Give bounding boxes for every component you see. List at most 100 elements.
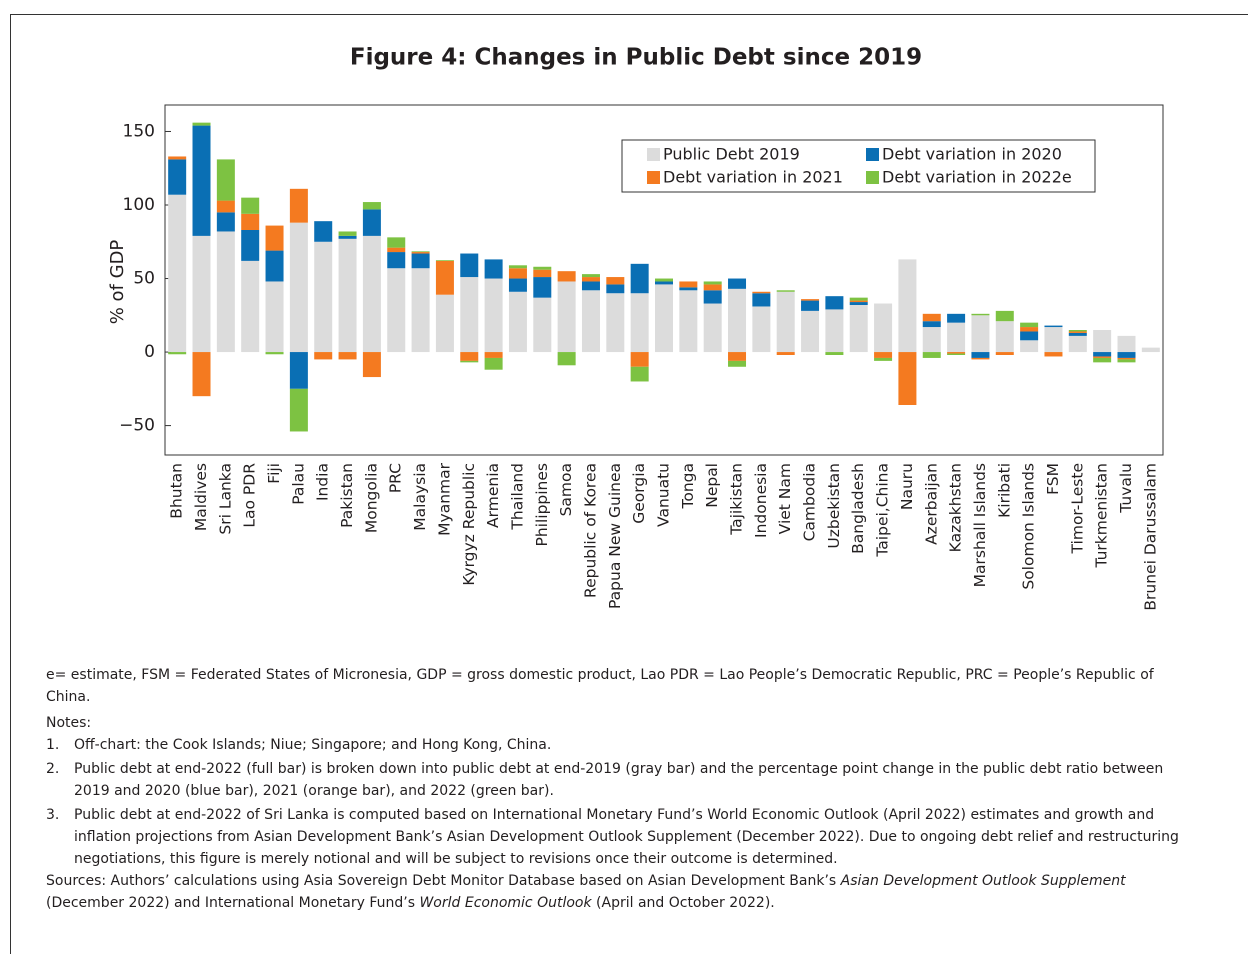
x-tick-label: Samoa (557, 463, 575, 516)
bar-segment (898, 352, 917, 405)
x-tick-label: Brunei Darussalam (1141, 463, 1159, 611)
bar-segment (387, 237, 406, 248)
bar-segment (1068, 332, 1087, 336)
x-tick-label: Viet Nam (776, 463, 794, 534)
bar-segment (265, 352, 284, 355)
x-tick-label: Armenia (484, 463, 502, 528)
x-tick-label: Georgia (630, 463, 648, 524)
x-tick-label: Vanuatu (655, 463, 673, 527)
x-tick-label: India (314, 463, 332, 501)
bar-segment (1117, 357, 1136, 360)
x-tick-label: Tonga (679, 463, 697, 509)
note: 2. Public debt at end-2022 (full bar) is … (46, 758, 1196, 802)
bar-segment (338, 231, 357, 236)
bar-segment (314, 221, 333, 242)
bar-segment (630, 263, 649, 294)
x-tick-label: Papua New Guinea (606, 463, 624, 609)
bar-segment (581, 277, 600, 282)
bar-segment (265, 281, 284, 353)
bar-segment (703, 281, 722, 285)
x-tick-label: Nepal (703, 463, 721, 508)
bar-segment (971, 315, 990, 353)
bar-segment (655, 284, 673, 353)
legend-swatch (647, 171, 660, 184)
notes: e= estimate, FSM = Federated States of M… (46, 664, 1196, 914)
x-tick-label: Bangladesh (849, 463, 867, 554)
note-number: 3. (46, 807, 60, 823)
note-number: 1. (46, 737, 60, 753)
legend-box (621, 139, 1096, 193)
legend-label: Debt variation in 2021 (663, 168, 843, 187)
bar-segment (533, 266, 552, 270)
bar-segment (679, 281, 698, 288)
sources-part: (December 2022) and International Moneta… (46, 895, 420, 911)
bar-segment (1093, 330, 1112, 353)
bar-segment (1093, 356, 1112, 358)
bar-segment (533, 277, 552, 298)
sources-part: Sources: Authors’ calculations using Asi… (46, 873, 841, 889)
bar-segment (752, 293, 771, 307)
x-tick-label: Sri Lanka (216, 463, 234, 535)
x-tick-label: Lao PDR (241, 463, 259, 528)
note-text: Public debt at end-2022 of Sri Lanka is … (74, 807, 1179, 867)
bar-segment (289, 388, 308, 432)
bar-segment (1068, 330, 1087, 332)
bar-segment (874, 303, 893, 353)
bar-segment (752, 291, 771, 294)
bar-segment (411, 268, 430, 353)
bar-segment (192, 122, 211, 126)
legend-label: Debt variation in 2022e (882, 168, 1072, 187)
x-tick-label: Taipei,China (874, 463, 892, 558)
bar-segment (314, 352, 333, 360)
bar-segment (508, 278, 527, 292)
note-list: 1. Off-chart: the Cook Islands; Niue; Sin… (46, 734, 1196, 870)
x-tick-label: Republic of Korea (581, 463, 599, 598)
bar-segment (435, 294, 454, 353)
note-text: Public debt at end-2022 (full bar) is br… (74, 761, 1164, 799)
x-tick-label: Pakistan (338, 463, 356, 528)
x-tick-label: Solomon Islands (1020, 463, 1038, 590)
bar-segment (216, 159, 235, 201)
bar-segment (728, 278, 747, 289)
x-tick-label: Philippines (533, 463, 551, 547)
bar-segment (801, 299, 820, 301)
bar-segment (1141, 347, 1160, 353)
bar-segment (1044, 327, 1063, 353)
plot-area (164, 104, 1164, 456)
y-tick-label: −50 (119, 416, 155, 436)
bar-segment (241, 197, 260, 214)
x-tick-label: Thailand (508, 463, 526, 531)
bar-segment (508, 268, 527, 279)
bar-segment (289, 188, 308, 223)
bar-segment (411, 251, 430, 253)
bar-segment (338, 352, 357, 360)
x-tick-label: Tajikistan (728, 463, 746, 536)
bar-segment (995, 310, 1014, 322)
note-number: 2. (46, 761, 60, 777)
bar-segment (241, 230, 260, 261)
bar-segment (630, 293, 649, 353)
y-tick-label: 50 (133, 269, 155, 289)
x-tick-label: Indonesia (752, 463, 770, 538)
bar-segment (460, 352, 479, 361)
x-tick-label: Maldives (192, 463, 210, 531)
bar-segment (801, 300, 820, 311)
chart: Figure 4: Changes in Public Debt since 2… (107, 45, 1164, 611)
bar-segment (289, 352, 308, 389)
bar-segment (581, 281, 600, 291)
note-text: Off-chart: the Cook Islands; Niue; Singa… (74, 737, 552, 753)
bar-segment (1020, 340, 1039, 353)
x-tick-label: PRC (387, 463, 405, 493)
y-tick-label: 150 (123, 121, 155, 141)
bar-segment (703, 284, 722, 291)
bar-segment (387, 268, 406, 353)
bar-segment (581, 274, 600, 278)
x-tick-label: Bhutan (168, 463, 186, 519)
bar-segment (1093, 357, 1112, 363)
bar-segment (606, 277, 625, 285)
x-tick-label: Mongolia (362, 463, 380, 533)
y-tick-label: 100 (123, 195, 155, 215)
bar-segment (192, 125, 211, 236)
legend-swatch (647, 148, 660, 161)
bar-segment (1117, 335, 1136, 353)
